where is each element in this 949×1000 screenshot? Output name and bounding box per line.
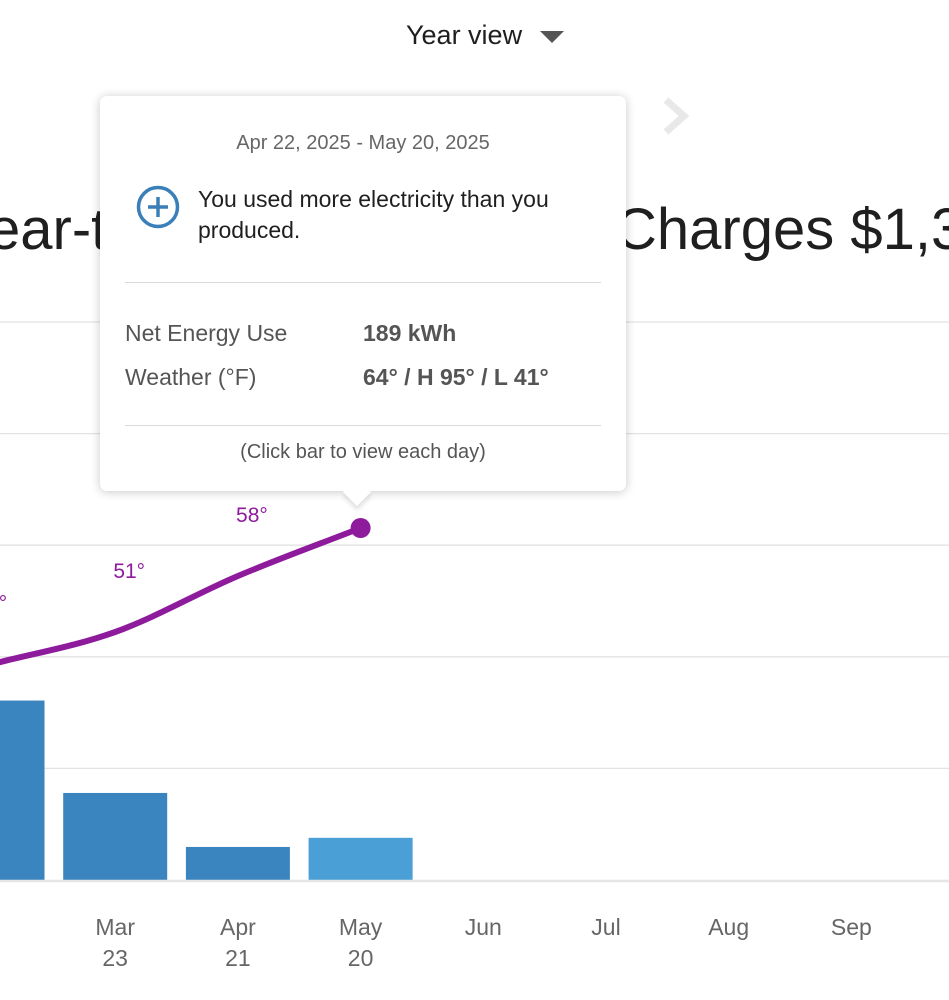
- usage-bar[interactable]: [63, 792, 168, 880]
- year-to-date-charges: Charges $1,3: [615, 197, 949, 262]
- chevron-down-icon: [540, 30, 565, 43]
- tooltip-hint: (Click bar to view each day): [240, 441, 486, 463]
- tooltip-divider: [125, 425, 601, 426]
- x-tick-label: May: [339, 914, 383, 940]
- usage-bar[interactable]: [308, 837, 413, 880]
- tooltip-date-range: Apr 22, 2025 - May 20, 2025: [236, 132, 490, 154]
- x-tick-label: 23: [102, 945, 128, 971]
- next-period-icon[interactable]: [656, 94, 696, 138]
- usage-bar[interactable]: [0, 700, 45, 880]
- x-tick-label: Jul: [591, 914, 620, 940]
- net-energy-use-value: 189 kWh: [363, 320, 457, 346]
- year-view-dropdown[interactable]: Year view: [406, 18, 565, 52]
- year-view-label: Year view: [406, 19, 523, 50]
- plus-circle-icon: [136, 185, 180, 229]
- x-tick-label: Mar: [95, 914, 135, 940]
- x-tick-label: Apr: [220, 914, 256, 940]
- usage-tooltip: Apr 22, 2025 - May 20, 2025 You used mor…: [100, 96, 626, 507]
- x-tick-label: Aug: [708, 914, 749, 940]
- tooltip-divider: [125, 282, 601, 283]
- temperature-line: [0, 525, 364, 666]
- x-tick-label: 20: [348, 945, 374, 971]
- temperature-label: 51°: [113, 560, 145, 583]
- tooltip-message: You used more electricity than you produ…: [198, 186, 549, 243]
- usage-bar[interactable]: [185, 846, 290, 880]
- net-energy-use-label: Net Energy Use: [125, 320, 288, 346]
- weather-value: 64° / H 95° / L 41°: [363, 364, 549, 390]
- x-tick-label: Jun: [465, 914, 502, 940]
- weather-label: Weather (°F): [125, 364, 257, 390]
- energy-usage-chart: b0Mar23Apr21May20JunJulAugSep°51°58°: [0, 321, 949, 971]
- year-to-date-summary: ear-t: [0, 197, 108, 262]
- x-tick-label: 21: [225, 945, 251, 971]
- x-tick-label: Sep: [831, 914, 872, 940]
- temperature-label: 58°: [236, 504, 268, 527]
- temperature-label: °: [0, 592, 7, 615]
- temperature-point: [350, 518, 371, 538]
